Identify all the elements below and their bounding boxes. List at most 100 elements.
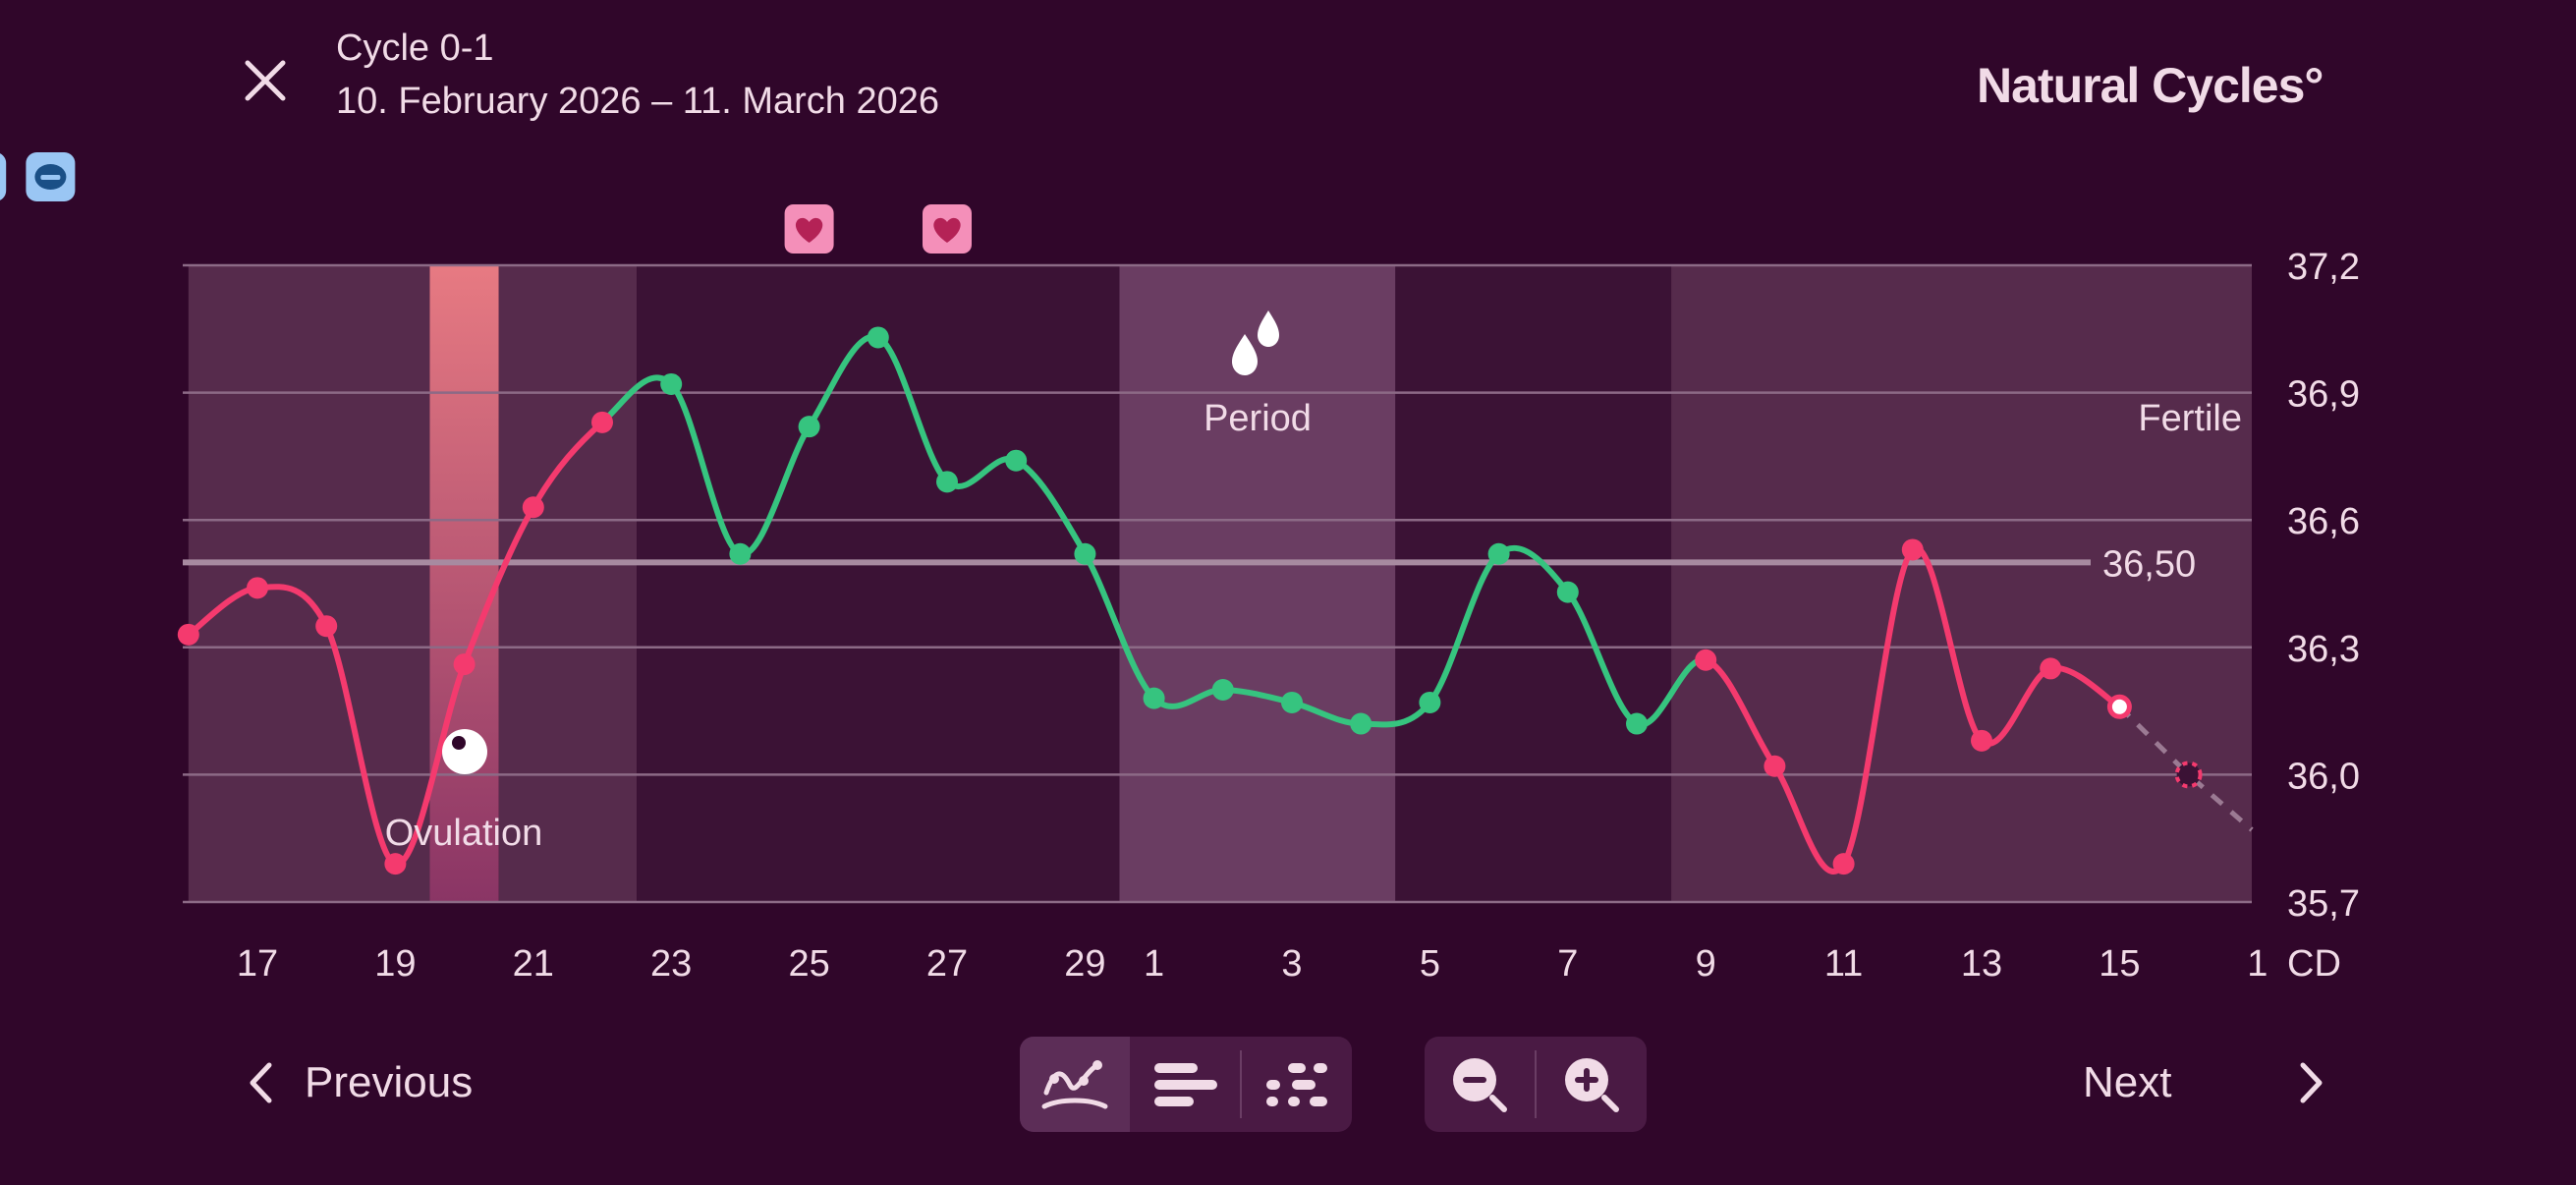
temperature-point bbox=[177, 623, 199, 646]
coverline-value: 36,50 bbox=[2102, 543, 2196, 585]
predicted-line bbox=[2117, 705, 2254, 832]
brand-logo: Natural Cycles° bbox=[1977, 58, 2324, 113]
x-tick-label: 29 bbox=[1064, 943, 1105, 985]
temperature-point bbox=[1005, 449, 1028, 472]
y-tick-label: 36,0 bbox=[2287, 756, 2360, 797]
previous-cycle-button[interactable]: Previous bbox=[216, 1042, 473, 1124]
temperature-point bbox=[867, 326, 889, 349]
temperature-point bbox=[1832, 853, 1855, 875]
x-tick-label: 5 bbox=[1420, 943, 1440, 985]
cycle-date-range: 10. February 2026 – 11. March 2026 bbox=[336, 81, 940, 122]
temperature-point bbox=[591, 411, 613, 433]
temperature-point bbox=[660, 372, 683, 395]
x-tick-label: 23 bbox=[650, 943, 692, 985]
ovulation-label: Ovulation bbox=[385, 813, 543, 854]
next-label: Next bbox=[2083, 1058, 2172, 1106]
temperature-line-segment bbox=[1840, 546, 1916, 868]
temperature-point bbox=[1556, 581, 1579, 603]
temperature-point bbox=[1695, 649, 1717, 671]
dots-view-button[interactable] bbox=[1242, 1037, 1352, 1132]
temperature-point bbox=[1350, 712, 1372, 735]
temperature-point bbox=[1074, 542, 1096, 565]
y-tick-label: 36,3 bbox=[2287, 629, 2360, 670]
x-tick-label: 19 bbox=[374, 943, 416, 985]
temperature-point bbox=[729, 542, 752, 565]
temperature-point bbox=[798, 416, 820, 438]
temperature-point bbox=[1901, 538, 1924, 561]
temperature-point bbox=[1487, 542, 1510, 565]
divider bbox=[1535, 1050, 1537, 1118]
x-tick-label: 11 bbox=[1824, 943, 1863, 985]
drops-icon bbox=[1232, 310, 1279, 375]
fertile-label: Fertile bbox=[2138, 398, 2242, 439]
temperature-point bbox=[1143, 687, 1165, 709]
band-fertile bbox=[1671, 265, 2252, 902]
divider bbox=[1240, 1050, 1242, 1118]
temperature-line-segment bbox=[668, 380, 744, 557]
temperature-line-segment bbox=[1771, 762, 1847, 875]
band-ovulation bbox=[429, 265, 499, 902]
band-fertile bbox=[498, 265, 638, 902]
curve-view-icon bbox=[1041, 1059, 1108, 1108]
temperature-line-segment bbox=[874, 334, 950, 485]
x-tick-label: 17 bbox=[237, 943, 278, 985]
pill-icon bbox=[0, 153, 7, 200]
x-tick-label: 3 bbox=[1281, 943, 1302, 985]
temperature-point bbox=[1419, 691, 1441, 713]
temperature-point bbox=[522, 496, 544, 519]
period-label: Period bbox=[1204, 398, 1312, 439]
temperature-point bbox=[453, 653, 476, 676]
zoom-out-icon bbox=[1453, 1057, 1507, 1112]
zoom-out-button[interactable] bbox=[1425, 1037, 1535, 1132]
dots-view-icon bbox=[1266, 1062, 1327, 1106]
x-tick-label: 9 bbox=[1696, 943, 1716, 985]
temperature-point bbox=[1626, 712, 1648, 735]
bars-view-button[interactable] bbox=[1130, 1037, 1240, 1132]
zoom-controls bbox=[1425, 1037, 1647, 1132]
x-tick-label: 15 bbox=[2099, 943, 2140, 985]
temperature-point bbox=[315, 615, 338, 638]
previous-label: Previous bbox=[305, 1058, 474, 1106]
cycle-title: Cycle 0-1 bbox=[336, 28, 494, 69]
heart-icon bbox=[923, 204, 972, 254]
temperature-point bbox=[1971, 729, 1992, 752]
temperature-point bbox=[2106, 694, 2132, 719]
y-tick-label: 35,7 bbox=[2287, 883, 2360, 925]
temperature-point bbox=[1764, 755, 1786, 777]
temperature-line-segment bbox=[1427, 550, 1502, 705]
x-axis-unit: CD bbox=[2287, 943, 2341, 985]
x-tick-label: 7 bbox=[1557, 943, 1578, 985]
chevron-right-icon bbox=[2300, 1062, 2323, 1103]
zoom-in-icon bbox=[1565, 1057, 1619, 1112]
band-infertile bbox=[637, 265, 1120, 902]
x-tick-label: 1 bbox=[1144, 943, 1164, 985]
temperature-chart[interactable]: 36,50 Ovulation Period Fertile 37,2 36,9 36,… bbox=[0, 0, 2576, 1022]
view-mode-switch bbox=[1020, 1037, 1352, 1132]
chevron-left-icon bbox=[250, 1062, 272, 1103]
band-infertile bbox=[1395, 265, 1672, 902]
predicted-point bbox=[2174, 761, 2203, 789]
y-tick-label: 36,9 bbox=[2287, 374, 2360, 416]
x-tick-label: 1 bbox=[2247, 943, 2268, 985]
y-tick-label: 37,2 bbox=[2287, 247, 2360, 288]
x-tick-label: 25 bbox=[788, 943, 829, 985]
y-tick-label: 36,6 bbox=[2287, 501, 2360, 542]
temperature-point bbox=[1211, 679, 1234, 701]
close-button[interactable] bbox=[224, 39, 307, 122]
band-fertile bbox=[188, 265, 430, 902]
temperature-point bbox=[936, 471, 958, 493]
temperature-line-segment bbox=[1082, 550, 1157, 702]
next-cycle-button[interactable]: Next bbox=[2083, 1042, 2323, 1124]
zoom-in-button[interactable] bbox=[1537, 1037, 1647, 1132]
close-icon bbox=[245, 60, 286, 101]
temperature-point bbox=[2040, 657, 2062, 680]
band-period bbox=[1119, 265, 1396, 902]
temperature-line-segment bbox=[461, 504, 536, 668]
pill-icon bbox=[26, 152, 76, 201]
temperature-point bbox=[247, 577, 268, 599]
temperature-point bbox=[384, 853, 407, 875]
temperature-point bbox=[1281, 691, 1303, 713]
x-tick-label: 27 bbox=[926, 943, 968, 985]
curve-view-button[interactable] bbox=[1020, 1037, 1130, 1132]
bars-view-icon bbox=[1154, 1062, 1217, 1106]
